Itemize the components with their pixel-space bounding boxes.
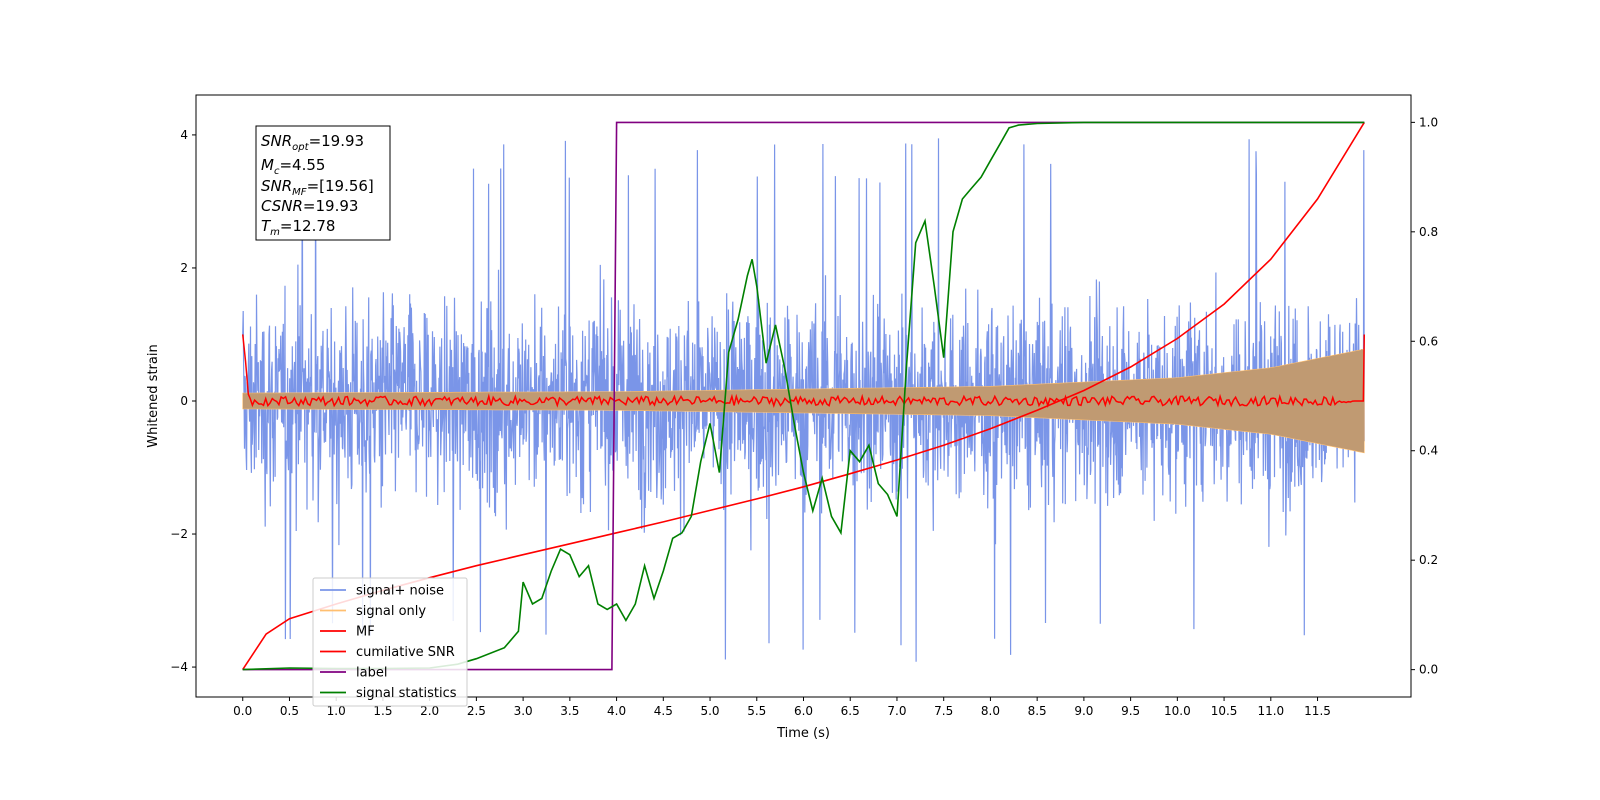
- x-tick-label: 1.0: [327, 704, 346, 718]
- snr-mf-value: =[19.56]: [307, 177, 374, 195]
- y-tick-label: −4: [170, 660, 188, 674]
- y-tick-label: 4: [180, 128, 188, 142]
- y2-tick-label: 0.4: [1419, 444, 1438, 458]
- svg-text:CSNR=19.93: CSNR=19.93: [261, 197, 358, 215]
- x-tick-label: 0.0: [233, 704, 252, 718]
- y2-axis-ticks: 0.0 0.2 0.4 0.6 0.8 1.0: [1411, 115, 1438, 677]
- x-tick-label: 5.0: [700, 704, 719, 718]
- x-tick-label: 6.5: [841, 704, 860, 718]
- stats-annotation-box: SNRopt=19.93 Mc=4.55 SNRMF=[19.56] CSNR=…: [255, 125, 391, 241]
- legend-label: signal+ noise: [356, 584, 444, 599]
- y-axis-ticks: −4 −2 0 2 4: [170, 128, 196, 674]
- y2-tick-label: 0.0: [1419, 663, 1438, 677]
- y2-tick-label: 0.8: [1419, 225, 1438, 239]
- legend-label: label: [356, 666, 387, 681]
- svg-text:Tm=12.78: Tm=12.78: [261, 217, 335, 238]
- x-tick-label: 1.5: [373, 704, 392, 718]
- legend-label: cumilative SNR: [356, 645, 455, 660]
- legend-label: signal only: [356, 604, 426, 619]
- x-tick-label: 5.5: [747, 704, 766, 718]
- tm-value: =12.78: [280, 217, 336, 235]
- mc-value: =4.55: [279, 156, 325, 174]
- x-tick-label: 11.0: [1257, 704, 1284, 718]
- y2-tick-label: 0.6: [1419, 334, 1438, 348]
- x-tick-label: 6.0: [794, 704, 813, 718]
- csnr-value: =19.93: [303, 197, 359, 215]
- x-tick-label: 7.0: [887, 704, 906, 718]
- x-tick-label: 2.5: [467, 704, 486, 718]
- x-tick-label: 2.0: [420, 704, 439, 718]
- legend: signal+ noise signal only MF cumilative SNR…: [312, 577, 468, 707]
- x-tick-label: 4.5: [654, 704, 673, 718]
- y-tick-label: −2: [170, 527, 188, 541]
- x-tick-label: 10.5: [1211, 704, 1238, 718]
- y-tick-label: 2: [180, 261, 188, 275]
- x-tick-label: 3.0: [514, 704, 533, 718]
- x-axis-ticks: 0.0 0.5 1.0 1.5 2.0 2.5 3.0 3.5 4.0 4.5 5.0 5.5 6.0 6…: [233, 697, 1331, 718]
- x-tick-label: 7.5: [934, 704, 953, 718]
- y-tick-label: 0: [180, 394, 188, 408]
- legend-label: signal statistics: [356, 686, 457, 701]
- svg-text:Mc=4.55: Mc=4.55: [261, 156, 325, 177]
- legend-label: MF: [356, 625, 375, 640]
- x-tick-label: 4.0: [607, 704, 626, 718]
- snr-opt-value: =19.93: [309, 132, 365, 150]
- x-axis-label: Time (s): [776, 726, 830, 741]
- x-tick-label: 9.0: [1074, 704, 1093, 718]
- x-tick-label: 8.0: [981, 704, 1000, 718]
- x-tick-label: 9.5: [1121, 704, 1140, 718]
- x-tick-label: 8.5: [1028, 704, 1047, 718]
- mf-line: [241, 334, 1366, 409]
- y-axis-label: Whitened strain: [146, 344, 161, 447]
- x-tick-label: 11.5: [1304, 704, 1331, 718]
- y2-tick-label: 0.2: [1419, 553, 1438, 567]
- x-tick-label: 3.5: [560, 704, 579, 718]
- signal-statistics-line: [242, 121, 1365, 671]
- x-tick-label: 0.5: [280, 704, 299, 718]
- y2-tick-label: 1.0: [1419, 115, 1438, 129]
- x-tick-label: 10.0: [1164, 704, 1191, 718]
- svg-text:SNRMF=[19.56]: SNRMF=[19.56]: [261, 177, 374, 198]
- svg-text:SNRopt=19.93: SNRopt=19.93: [261, 132, 364, 153]
